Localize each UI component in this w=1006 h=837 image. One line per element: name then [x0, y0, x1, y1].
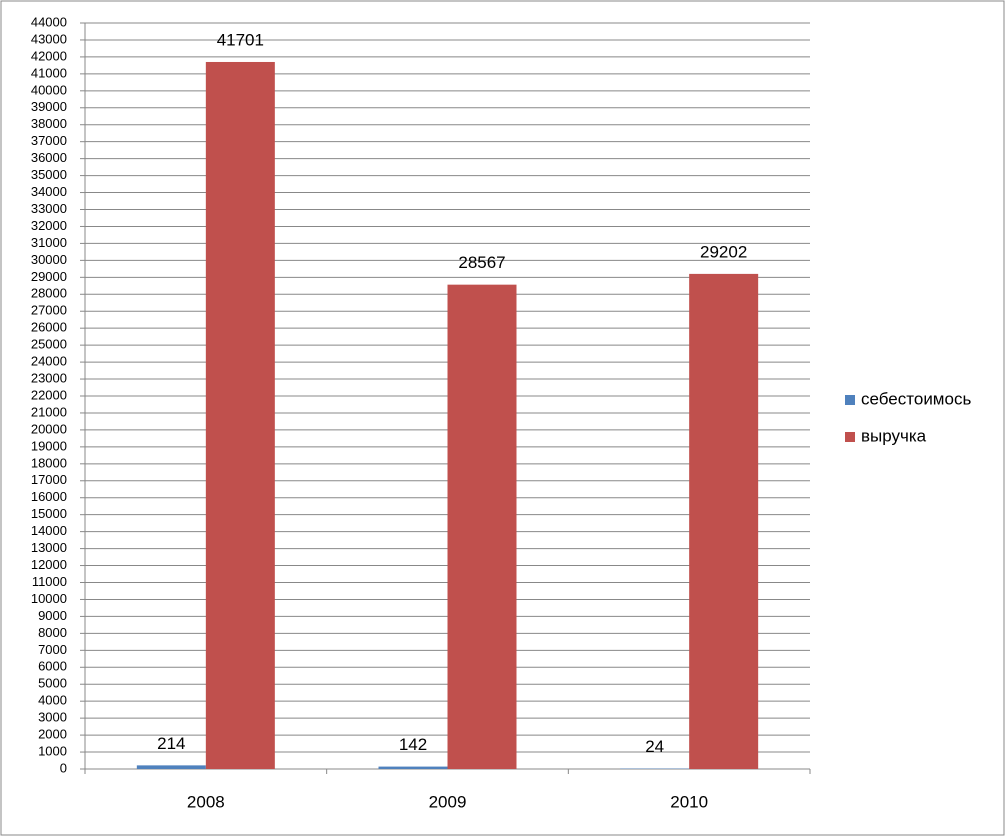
y-tick-label: 8000	[38, 625, 67, 640]
data-label: 29202	[700, 242, 747, 261]
y-tick-label: 3000	[38, 710, 67, 725]
legend-swatch	[845, 432, 855, 442]
y-tick-label: 11000	[32, 574, 67, 589]
legend-label: выручка	[861, 426, 927, 445]
y-tick-label: 5000	[38, 676, 67, 691]
y-tick-label: 23000	[31, 370, 67, 385]
y-tick-label: 37000	[31, 133, 67, 148]
data-label: 142	[399, 735, 427, 754]
y-tick-label: 12000	[31, 557, 67, 572]
y-tick-label: 9000	[38, 608, 67, 623]
data-label: 41701	[217, 30, 264, 49]
y-tick-label: 15000	[31, 506, 67, 521]
y-tick-label: 31000	[31, 235, 67, 250]
y-tick-label: 42000	[31, 48, 67, 63]
y-tick-label: 6000	[38, 659, 67, 674]
y-tick-label: 19000	[31, 438, 67, 453]
y-tick-label: 30000	[31, 252, 67, 267]
x-tick-label: 2008	[187, 792, 225, 811]
y-tick-label: 34000	[31, 184, 67, 199]
y-tick-label: 41000	[31, 65, 67, 80]
x-tick-label: 2010	[670, 792, 708, 811]
y-tick-label: 4000	[38, 693, 67, 708]
y-tick-label: 29000	[31, 269, 67, 284]
legend-label: себестоимось	[861, 389, 971, 408]
y-tick-label: 38000	[31, 116, 67, 131]
y-tick-label: 2000	[38, 727, 67, 742]
data-label: 28567	[458, 253, 505, 272]
data-label: 214	[157, 734, 185, 753]
x-tick-label: 2009	[429, 792, 467, 811]
y-tick-label: 21000	[31, 404, 67, 419]
y-tick-label: 27000	[31, 303, 67, 318]
y-tick-label: 14000	[31, 523, 67, 538]
y-tick-label: 0	[60, 760, 67, 775]
y-tick-label: 40000	[31, 82, 67, 97]
bar	[136, 765, 206, 769]
bar	[205, 61, 275, 769]
y-tick-label: 43000	[31, 31, 67, 46]
y-tick-label: 18000	[31, 455, 67, 470]
bar	[378, 766, 448, 769]
bar	[447, 284, 517, 769]
y-tick-label: 33000	[31, 201, 67, 216]
y-tick-label: 32000	[31, 218, 67, 233]
y-tick-label: 10000	[31, 591, 67, 606]
y-tick-label: 35000	[31, 167, 67, 182]
y-tick-label: 17000	[31, 472, 67, 487]
y-tick-label: 28000	[31, 286, 67, 301]
legend-swatch	[845, 395, 855, 405]
y-tick-label: 16000	[31, 489, 67, 504]
y-tick-label: 44000	[31, 14, 67, 29]
y-tick-label: 36000	[31, 150, 67, 165]
y-tick-label: 7000	[38, 642, 67, 657]
y-tick-label: 20000	[31, 421, 67, 436]
y-tick-label: 1000	[38, 743, 67, 758]
y-tick-label: 25000	[31, 337, 67, 352]
data-label: 24	[645, 737, 664, 756]
y-tick-label: 22000	[31, 387, 67, 402]
y-tick-label: 13000	[31, 540, 67, 555]
y-tick-label: 24000	[31, 354, 67, 369]
bar	[689, 273, 759, 769]
y-tick-label: 26000	[31, 320, 67, 335]
y-tick-label: 39000	[31, 99, 67, 114]
